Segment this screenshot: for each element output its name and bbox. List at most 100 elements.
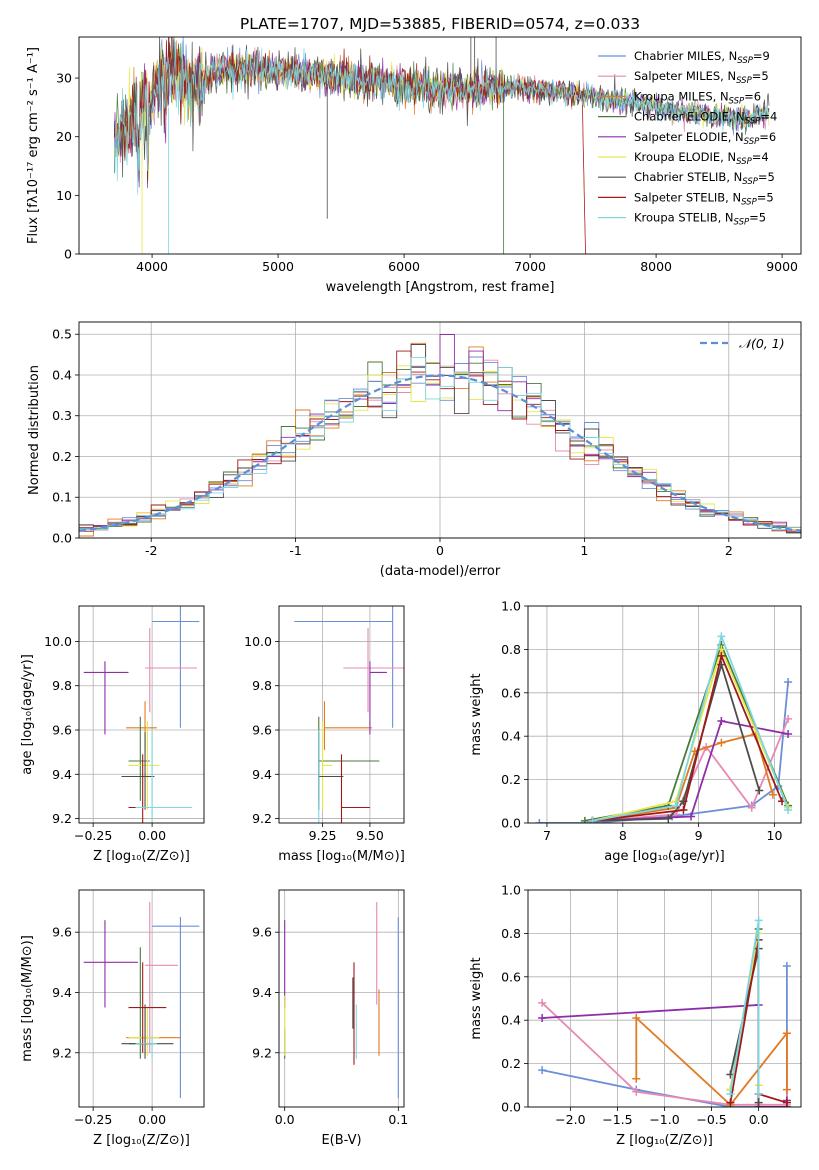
weight-marker [717,717,726,726]
y-tick-label: 0.0 [501,816,521,831]
weight-marker [632,1087,641,1096]
weight-marker [754,916,763,925]
weight-marker [687,812,696,821]
weight-marker [782,1085,791,1094]
axes-frame [78,605,205,824]
x-tick-label: 9.50 [356,828,384,843]
errorbars [294,606,404,823]
chart-age_vs_Z: −0.25 0.00 9.2 9.4 9.6 9.8 10.0 Z [log₁₀(Z/Z⊙)]… [20,605,205,864]
chart-spectrum: 4000 5000 6000 7000 8000 9000 0 10 20 30 wavelengt… [26,36,802,295]
weight-marker [671,801,680,810]
x-tick-label: 0.00 [138,1112,166,1127]
y-tick-label: 1.0 [501,883,521,898]
y-tick-label: 10 [56,188,72,203]
weight-marker [782,961,791,970]
weight-marker [679,805,688,814]
legend-entry: Chabrier STELIB, NSSP=5 [634,170,775,187]
weight-series [592,653,783,822]
errorbars [83,902,200,1098]
spectrum-line [113,41,770,195]
y-tick-label: 0.4 [501,729,521,744]
legend-entry: Kroupa MILES, NSSP=6 [634,89,761,106]
weight-marker [538,1066,547,1075]
y-tick-label: 0.6 [501,969,521,984]
y-tick-label: 20 [56,129,72,144]
x-tick-label: 0.00 [138,828,166,843]
x-tick-label: 9.25 [309,828,337,843]
x-tick-label: 8 [619,828,627,843]
y-axis-label: mass weight [469,957,484,1039]
chart-weight_vs_Z: −2.0 −1.5 −1.0 −0.5 0.0 0.0 0.2 0.4 0.6 0.8 1.0 Z [… [469,883,802,1148]
x-tick-label: 10 [767,828,783,843]
weight-marker [784,805,793,814]
x-tick-label: 4000 [136,259,168,274]
legend-entry: Chabrier ELODIE, NSSP=4 [634,110,777,127]
weight-marker [768,790,777,799]
x-axis-label: E(B-V) [321,1133,361,1148]
legend-entry: Chabrier MILES, NSSP=9 [634,49,770,66]
x-tick-label: -2 [145,543,157,558]
legend-entry: Salpeter ELODIE, NSSP=6 [634,130,776,147]
weight-marker [782,1098,791,1107]
x-tick-label: 2 [725,543,733,558]
y-tick-label: 9.8 [52,678,72,693]
y-tick-label: 0.4 [52,367,72,382]
weight-marker [754,1089,763,1098]
x-tick-label: 9000 [766,259,798,274]
x-tick-label: 6000 [388,259,420,274]
y-axis-label: mass weight [469,673,484,755]
weight-marker [717,738,726,747]
x-tick-label: 7 [543,828,551,843]
x-axis-label: (data-model)/error [380,564,501,579]
legend-entry: Salpeter MILES, NSSP=5 [634,69,769,86]
weight-marker [717,651,726,660]
y-tick-label: 9.2 [52,811,72,826]
weight-marker [588,816,597,823]
y-axis-label: age [log₁₀(age/yr)] [20,654,35,775]
y-tick-label: 9.4 [52,985,72,1000]
weight-marker [726,1098,735,1107]
y-tick-label: 10.0 [244,634,272,649]
spectrum-lines [113,37,770,254]
x-axis-label: Z [log₁₀(Z/Z⊙)] [93,849,190,864]
x-tick-label: 0 [436,543,444,558]
weight-marker [632,1074,641,1083]
chart-mass_vs_ebv: 0.0 0.1 9.2 9.4 9.6 E(B-V) [252,889,408,1148]
weight-marker [784,677,793,686]
legend-entry: 𝒩(0, 1) [739,336,785,351]
figure-title: PLATE=1707, MJD=53885, FIBERID=0574, z=0… [240,15,640,33]
x-tick-label: 0.1 [388,1112,408,1127]
axes-frame [527,889,802,1108]
spectrum-legend: Chabrier MILES, NSSP=9 Salpeter MILES, NS… [598,49,777,228]
axes-frame [527,605,802,824]
y-tick-label: 9.6 [252,723,272,738]
x-axis-label: age [log₁₀(age/yr)] [604,849,725,864]
y-tick-label: 0.2 [501,772,521,787]
y-tick-label: 0.4 [501,1013,521,1028]
y-tick-label: 0.1 [52,490,72,505]
y-tick-label: 9.6 [52,723,72,738]
chart-residuals: -2 -1 0 1 2 0.0 0.1 0.2 0.3 0.4 0.5 (data-model)/er… [27,321,802,579]
axes-frame [278,605,405,824]
x-tick-label: −1.0 [649,1112,679,1127]
weight-series [592,646,789,822]
x-axis-label: mass [log₁₀(M/M⊙)] [278,849,405,864]
x-tick-label: −1.5 [602,1112,632,1127]
y-tick-label: 0.2 [501,1056,521,1071]
y-tick-label: 0.0 [501,1100,521,1115]
y-tick-label: 9.4 [52,767,72,782]
errorbars [284,902,399,1098]
axes-frame [78,36,802,255]
weight-marker [754,1098,763,1107]
weight-marker [538,998,547,1007]
weight-series [539,681,789,823]
weight-marker [747,803,756,812]
weight-marker [782,1029,791,1038]
y-tick-label: 9.6 [52,925,72,940]
weight-marker [538,1014,547,1023]
y-tick-label: 0.8 [501,926,521,941]
weight-marker [726,1089,735,1098]
y-tick-label: 9.2 [52,1045,72,1060]
y-tick-label: 30 [56,71,72,86]
